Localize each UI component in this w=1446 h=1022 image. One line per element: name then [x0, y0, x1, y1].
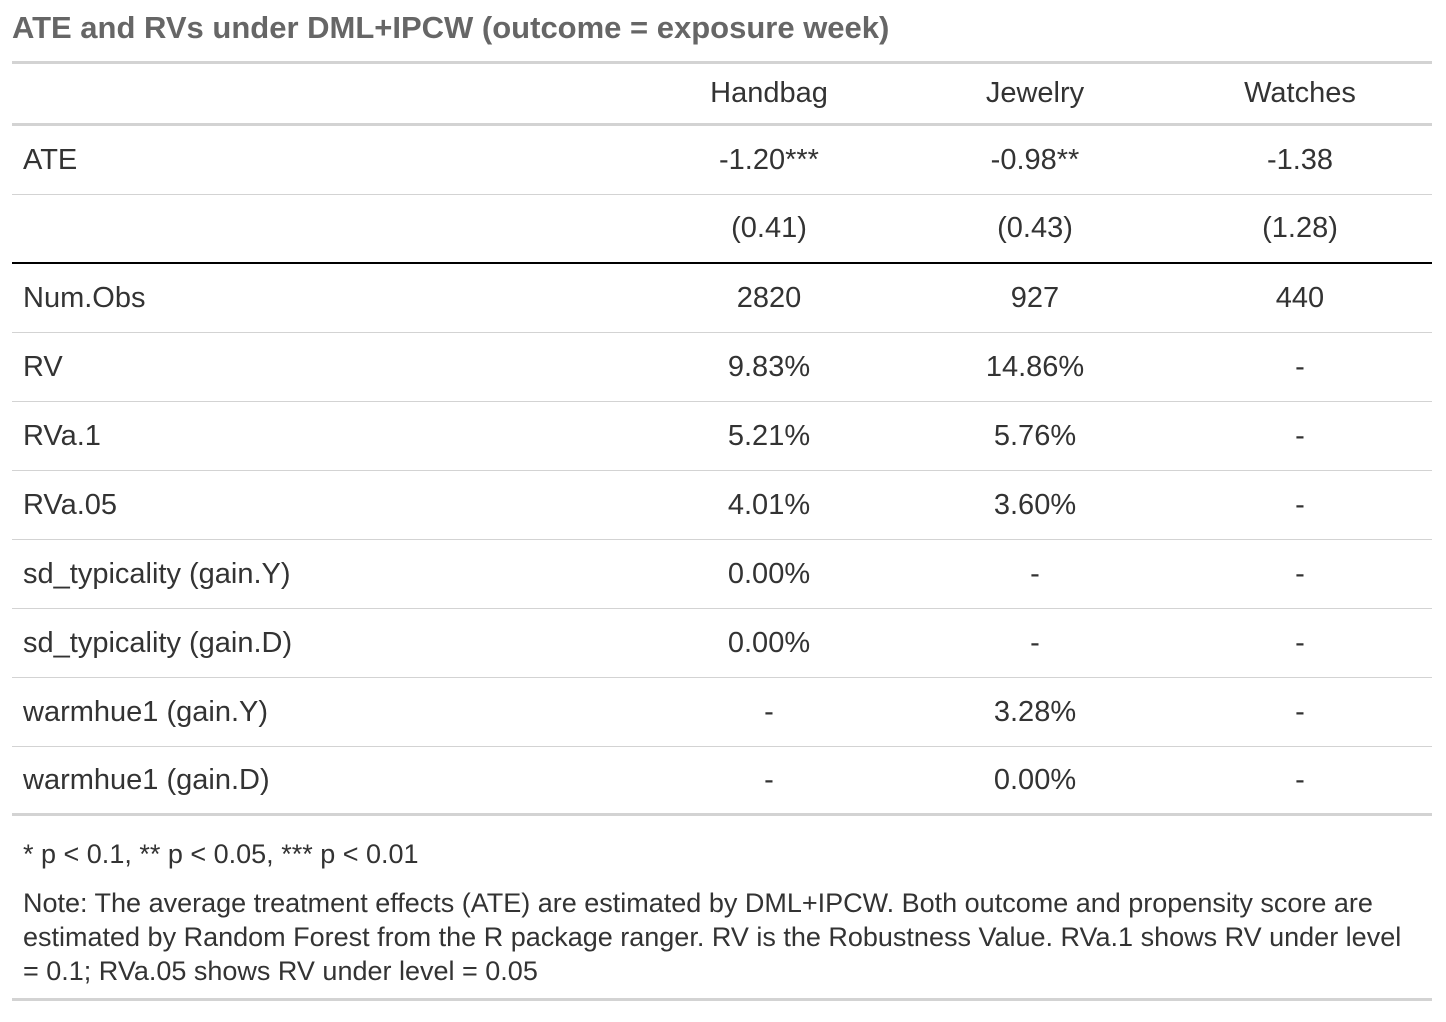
table-row: warmhue1 (gain.D) - 0.00% -: [12, 747, 1432, 816]
table-row: ATE -1.20*** -0.98** -1.38: [12, 126, 1432, 195]
cell-jewelry: -: [1030, 626, 1040, 659]
table-row: sd_typicality (gain.Y) 0.00% - -: [12, 540, 1432, 609]
cell-jewelry: 14.86%: [985, 350, 1085, 383]
table-row: RVa.1 5.21% 5.76% -: [12, 402, 1432, 471]
row-label: ATE: [23, 143, 78, 176]
table-row: RVa.05 4.01% 3.60% -: [12, 471, 1432, 540]
cell-watches: -: [1295, 557, 1305, 590]
table-row: (0.41) (0.43) (1.28): [12, 195, 1432, 264]
cell-handbag: (0.41): [731, 212, 807, 244]
table-row: warmhue1 (gain.Y) - 3.28% -: [12, 678, 1432, 747]
row-label: warmhue1 (gain.D): [23, 763, 270, 796]
cell-handbag: 4.01%: [727, 488, 811, 521]
row-label: RV: [23, 350, 63, 383]
significance-footnote: * p < 0.1, ** p < 0.05, *** p < 0.01: [23, 839, 419, 869]
results-table: Handbag Jewelry Watches ATE -1.20*** -0.…: [12, 61, 1432, 816]
table-footer: * p < 0.1, ** p < 0.05, *** p < 0.01 Not…: [12, 830, 1432, 1001]
row-label: RVa.1: [23, 419, 101, 452]
cell-watches: -: [1295, 626, 1305, 659]
cell-watches: -1.38: [1266, 143, 1334, 176]
row-label: sd_typicality (gain.D): [23, 626, 293, 659]
cell-watches: -: [1295, 695, 1305, 728]
cell-handbag: -: [764, 763, 774, 796]
cell-watches: (1.28): [1262, 212, 1338, 244]
cell-jewelry: 927: [1010, 281, 1060, 314]
cell-jewelry: 3.28%: [993, 695, 1077, 728]
cell-handbag: 9.83%: [727, 350, 811, 383]
header-cell-handbag: Handbag: [710, 77, 828, 109]
cell-jewelry: 0.00%: [993, 763, 1077, 796]
cell-jewelry: -0.98**: [990, 143, 1080, 176]
row-label: Num.Obs: [23, 281, 146, 314]
cell-watches: -: [1295, 419, 1305, 452]
cell-handbag: -1.20***: [719, 143, 819, 176]
cell-handbag: -: [764, 695, 774, 728]
row-label: sd_typicality (gain.Y): [23, 557, 291, 590]
table-header-row: Handbag Jewelry Watches: [12, 64, 1432, 126]
table-title: ATE and RVs under DML+IPCW (outcome = ex…: [12, 10, 890, 45]
cell-jewelry: -: [1030, 557, 1040, 590]
header-cell-watches: Watches: [1244, 77, 1356, 109]
cell-jewelry: (0.43): [997, 212, 1073, 244]
cell-handbag: 0.00%: [727, 626, 811, 659]
cell-jewelry: 5.76%: [993, 419, 1077, 452]
cell-handbag: 2820: [736, 281, 802, 314]
row-label: RVa.05: [23, 488, 118, 521]
cell-watches: -: [1295, 763, 1305, 796]
table-row: RV 9.83% 14.86% -: [12, 333, 1432, 402]
cell-handbag: 5.21%: [727, 419, 811, 452]
row-label: warmhue1 (gain.Y): [23, 695, 268, 728]
table-row: Num.Obs 2820 927 440: [12, 264, 1432, 333]
cell-watches: -: [1295, 488, 1305, 521]
cell-jewelry: 3.60%: [993, 488, 1077, 521]
header-cell-jewelry: Jewelry: [985, 77, 1085, 109]
cell-watches: 440: [1275, 281, 1325, 314]
cell-handbag: 0.00%: [727, 557, 811, 590]
table-row: sd_typicality (gain.D) 0.00% - -: [12, 609, 1432, 678]
table-note: Note: The average treatment effects (ATE…: [23, 888, 1402, 986]
cell-watches: -: [1295, 350, 1305, 383]
